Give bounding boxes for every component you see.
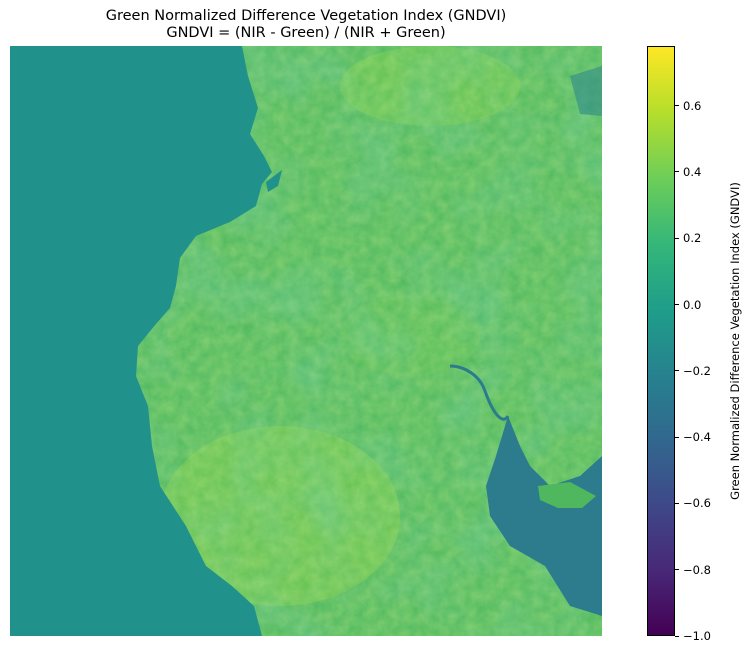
tick-mark bbox=[675, 569, 679, 571]
colorbar-tick: −0.2 bbox=[675, 364, 711, 378]
tick-label: −0.6 bbox=[683, 496, 711, 511]
gndvi-map bbox=[10, 46, 602, 636]
tick-label: 0.6 bbox=[683, 98, 702, 113]
colorbar-tick: 0.0 bbox=[675, 298, 701, 312]
colorbar bbox=[647, 46, 675, 636]
tick-mark bbox=[675, 436, 679, 438]
bay bbox=[486, 416, 602, 616]
tick-label: −0.8 bbox=[683, 562, 711, 577]
figure-subtitle: GNDVI = (NIR - Green) / (NIR + Green) bbox=[166, 25, 446, 41]
colorbar-tick: 0.2 bbox=[675, 231, 701, 245]
tick-label: −0.4 bbox=[683, 430, 711, 445]
tick-label: 0.2 bbox=[683, 231, 702, 246]
island bbox=[538, 482, 596, 508]
tick-label: 0.0 bbox=[683, 297, 702, 312]
tick-mark bbox=[675, 370, 679, 372]
tick-mark bbox=[675, 304, 679, 306]
colorbar-ticks: 0.6 0.4 0.2 0.0 −0.2 −0.4 −0.6 −0.8 −1.0 bbox=[675, 46, 715, 643]
river bbox=[449, 364, 510, 421]
tick-mark bbox=[675, 237, 679, 239]
colorbar-tick: −1.0 bbox=[675, 629, 711, 643]
colorbar-tick: −0.4 bbox=[675, 430, 711, 444]
tick-label: −1.0 bbox=[683, 629, 711, 643]
colorbar-tick: −0.6 bbox=[675, 496, 711, 510]
tick-mark bbox=[675, 105, 679, 107]
tick-mark bbox=[675, 635, 679, 637]
tick-mark bbox=[675, 171, 679, 173]
colorbar-tick: 0.6 bbox=[675, 99, 701, 113]
colorbar-tick: −0.8 bbox=[675, 563, 711, 577]
colorbar-tick: 0.4 bbox=[675, 165, 701, 179]
colorbar-label: Green Normalized Difference Vegetation I… bbox=[728, 182, 742, 500]
tick-label: −0.2 bbox=[683, 363, 711, 378]
lagoon bbox=[266, 170, 282, 192]
tick-mark bbox=[675, 502, 679, 504]
tick-label: 0.4 bbox=[683, 164, 702, 179]
figure-title: Green Normalized Difference Vegetation I… bbox=[105, 8, 507, 24]
dark-forest-patch bbox=[570, 66, 602, 116]
